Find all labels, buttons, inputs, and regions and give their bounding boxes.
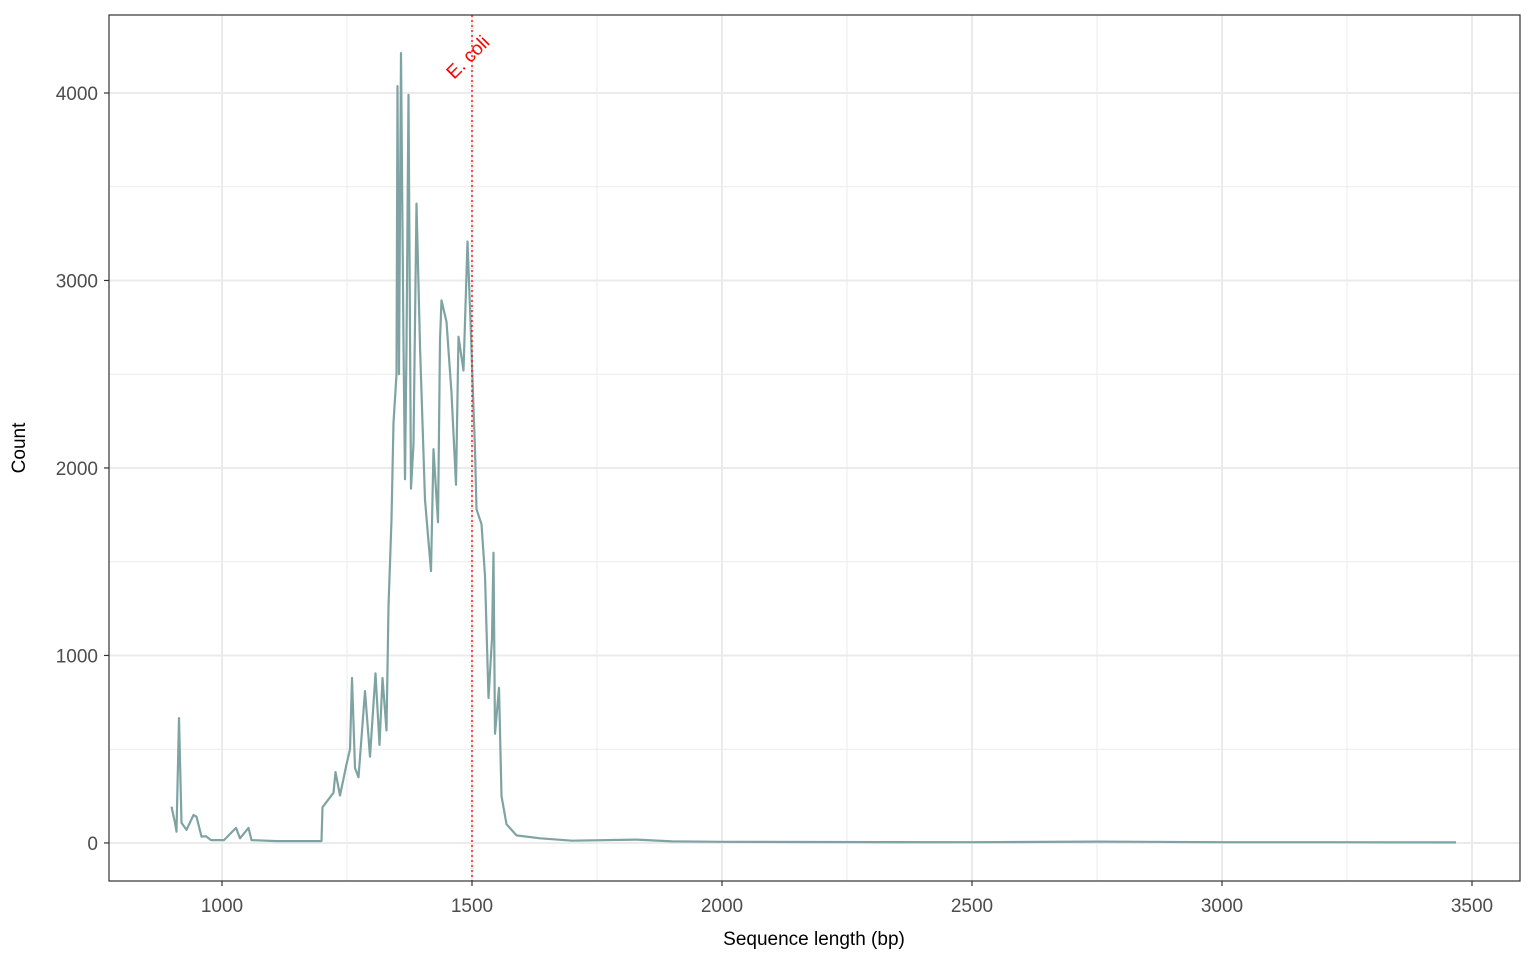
x-axis-label: Sequence length (bp) bbox=[723, 929, 905, 950]
y-tick-label: 0 bbox=[87, 834, 98, 855]
series-line bbox=[170, 52, 1457, 844]
y-axis-label: Count bbox=[9, 422, 30, 473]
x-tick-label: 2500 bbox=[951, 896, 993, 917]
panel-border bbox=[108, 14, 1521, 882]
x-tick-label: 3500 bbox=[1451, 896, 1493, 917]
grid-major bbox=[109, 15, 1520, 881]
panel-background bbox=[109, 15, 1520, 881]
y-tick-label: 3000 bbox=[56, 271, 98, 292]
x-tick-label: 1000 bbox=[201, 896, 243, 917]
x-axis: 1000 1500 2000 2500 3000 3500 bbox=[201, 881, 1493, 917]
grid-minor bbox=[109, 15, 1520, 881]
y-tick-label: 4000 bbox=[56, 84, 98, 105]
y-axis: 0 1000 2000 3000 4000 bbox=[56, 84, 109, 855]
x-tick-label: 3000 bbox=[1201, 896, 1243, 917]
y-tick-label: 1000 bbox=[56, 646, 98, 667]
x-tick-label: 2000 bbox=[701, 896, 743, 917]
x-tick-label: 1500 bbox=[451, 896, 493, 917]
y-tick-label: 2000 bbox=[56, 459, 98, 480]
